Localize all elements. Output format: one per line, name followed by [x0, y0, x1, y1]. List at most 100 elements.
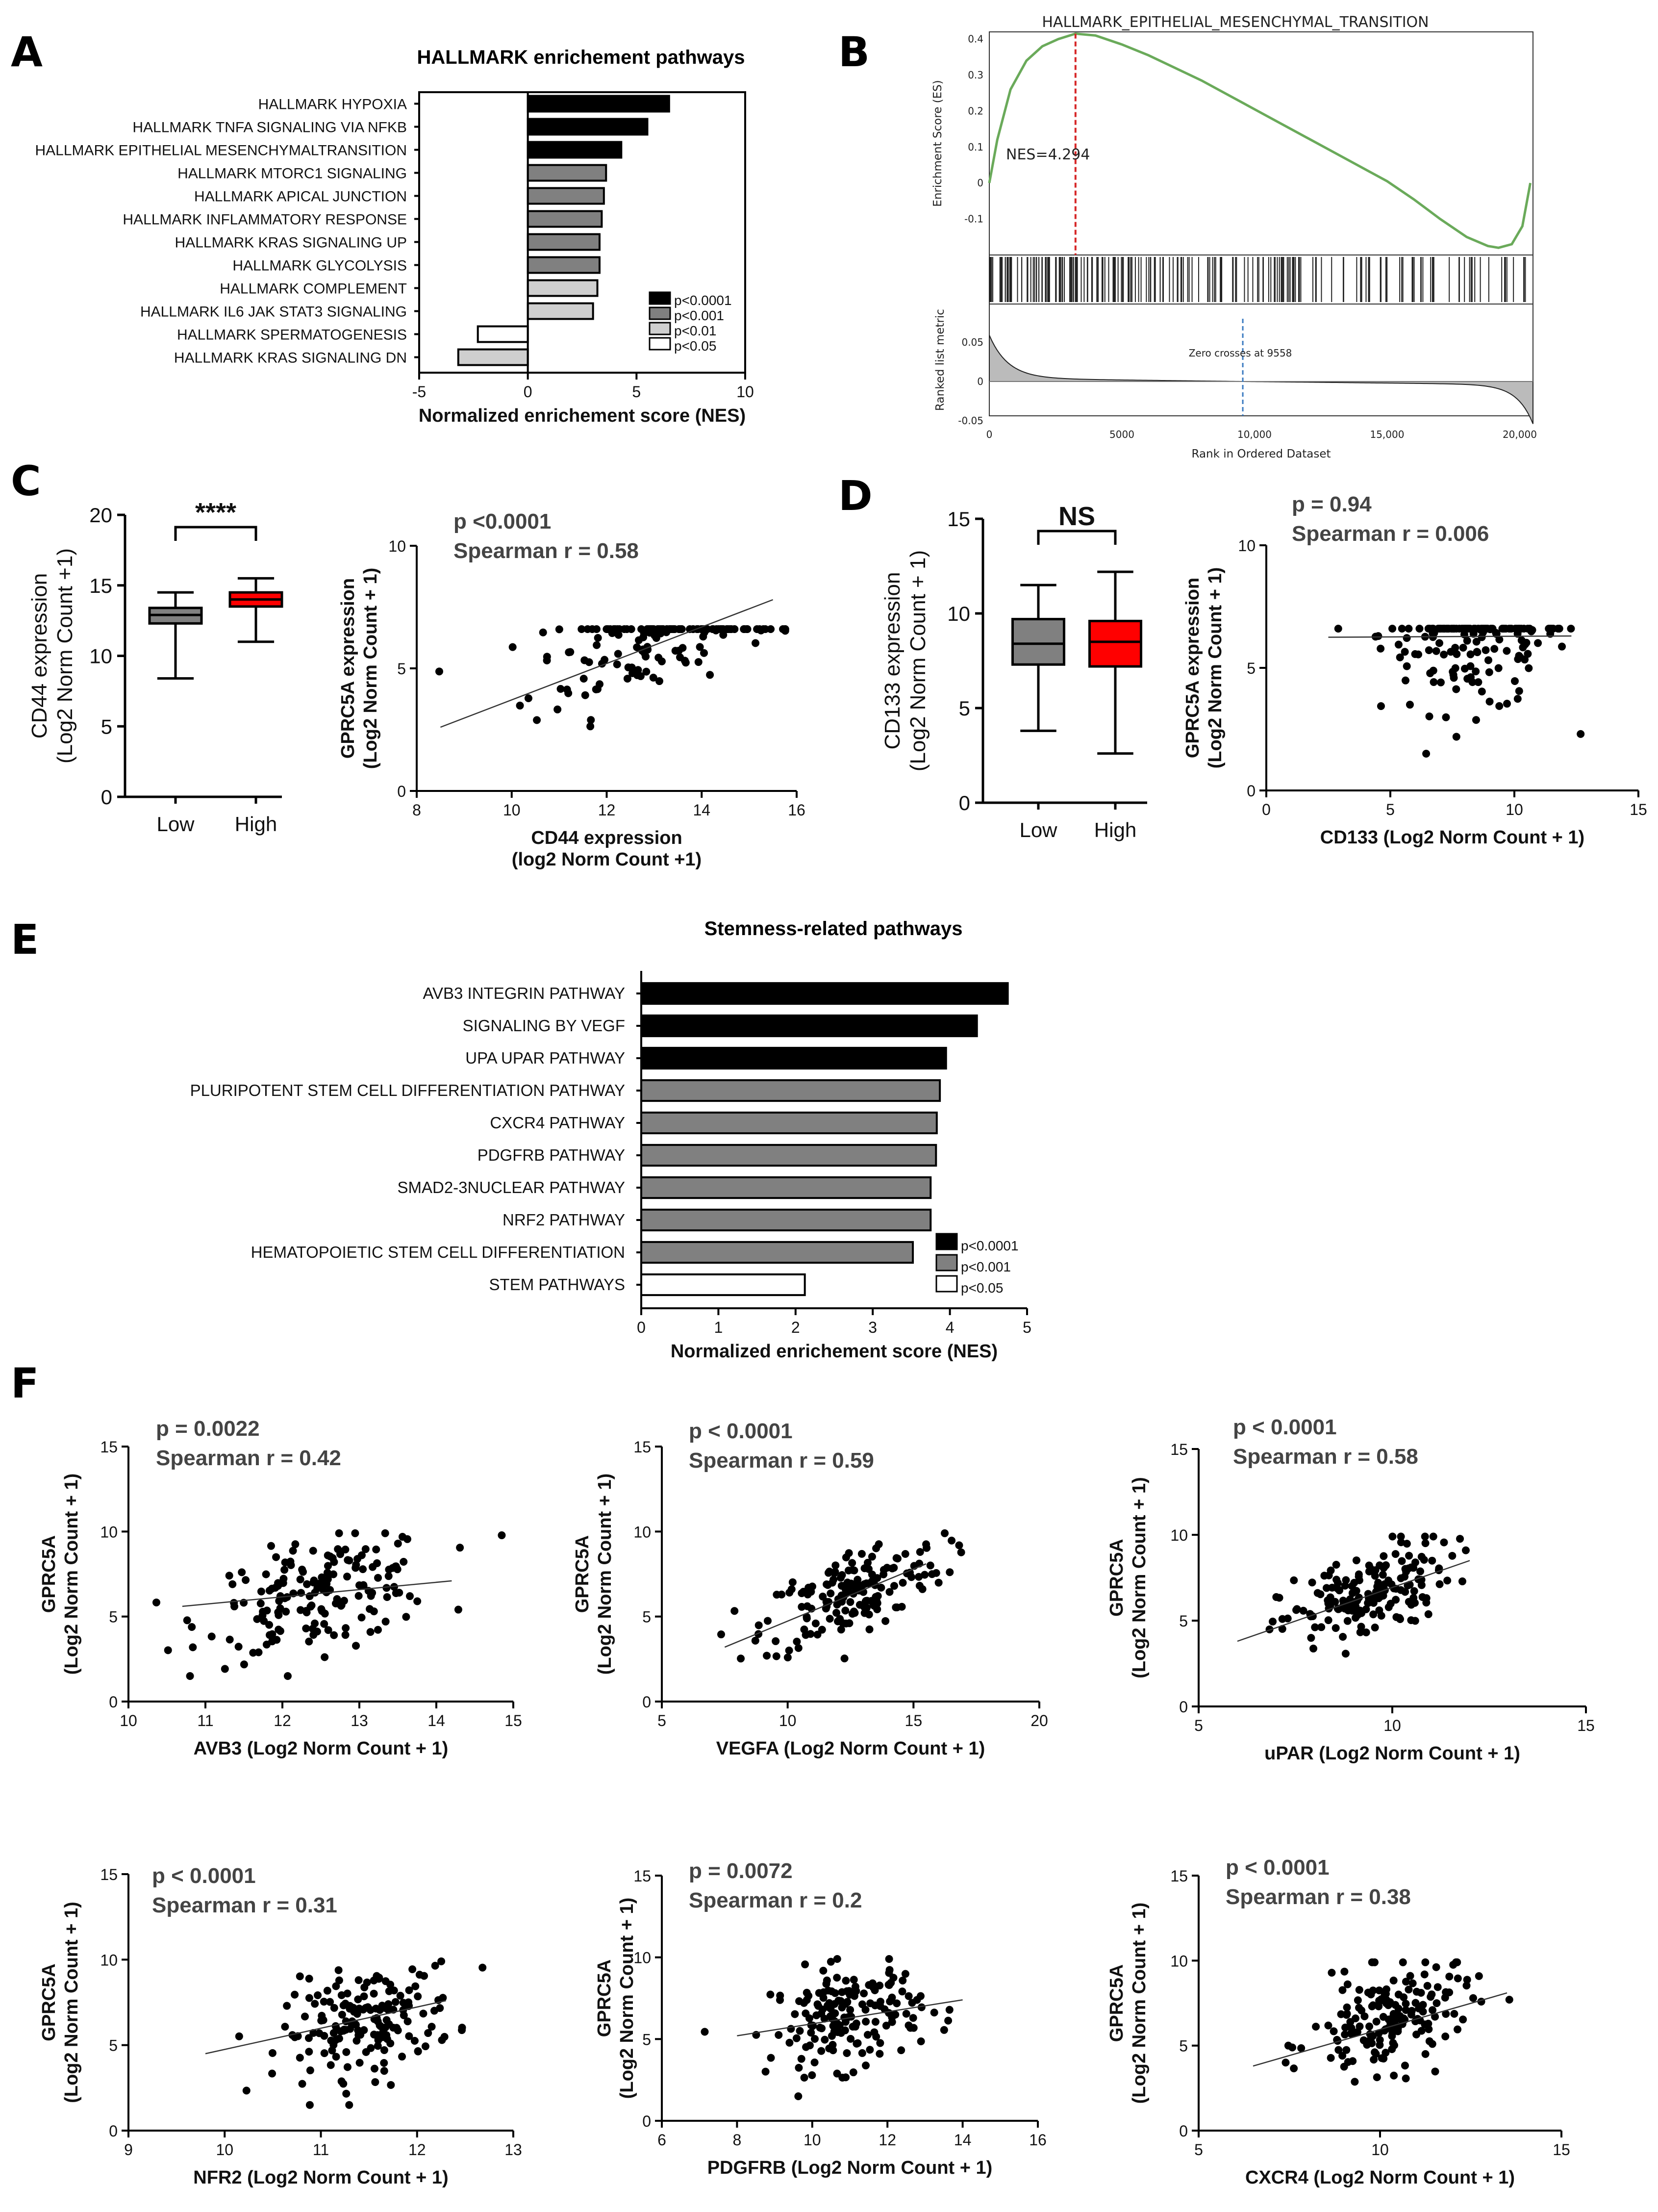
f-plot-5-data-point: [876, 1982, 884, 1990]
f-plot-6-data-point: [1449, 1960, 1457, 1969]
hallmark-category-label: HALLMARK COMPLEMENT: [220, 281, 407, 297]
f-plot-6-data-point: [1401, 2061, 1409, 2070]
cd133-data-point: [1485, 668, 1493, 676]
f-plot-3-data-point: [1356, 1606, 1364, 1615]
f-plot-2-data-point: [857, 1550, 866, 1558]
f-plot-1-data-point: [302, 1624, 310, 1632]
f-plot-3-data-point: [1386, 1600, 1395, 1608]
f-plot-5-xtick-label: 16: [1029, 2131, 1047, 2149]
cd133-data-point: [1422, 750, 1431, 758]
f-plot-4-data-point: [360, 1992, 368, 2001]
f-plot-3-data-point: [1339, 1597, 1347, 1605]
f-plot-2-data-point: [730, 1607, 739, 1615]
cd44-data-point: [435, 667, 443, 676]
f-plot-1-data-point: [276, 1627, 284, 1635]
gsea-xtick-label: 5000: [1109, 429, 1134, 440]
f-plot-4-xtick-label: 12: [408, 2141, 426, 2159]
cd133-data-point: [1515, 687, 1523, 695]
panel-letter-e: E: [11, 915, 39, 964]
f-plot-5-data-point: [766, 1990, 775, 1999]
f-plot-6-xtick-label: 15: [1553, 2141, 1570, 2159]
cd133-data-point: [1464, 625, 1472, 633]
cd44-data-point: [669, 625, 677, 633]
f-plot-3-data-point: [1352, 1587, 1360, 1595]
cd133-xtick-label: 5: [1386, 801, 1395, 818]
gsea-ytick-label: 0: [977, 177, 983, 189]
hallmark-category-label: HALLMARK GLYCOLYSIS: [232, 258, 407, 274]
f-plot-3-data-point: [1365, 1561, 1373, 1570]
f-plot-6-data-point: [1402, 2006, 1410, 2014]
f-plot-1-data-point: [242, 1576, 250, 1584]
f-plot-5-data-point: [885, 1955, 893, 1963]
cd133-data-point: [1495, 702, 1504, 710]
f-plot-3-data-point: [1397, 1574, 1405, 1582]
f-plot-4-data-point: [414, 1992, 422, 2001]
nes-label: NES=4.294: [1006, 146, 1090, 163]
f-plot-5-data-point: [842, 1977, 850, 1985]
cd44-data-point: [566, 648, 575, 656]
f-plot-4-data-point: [387, 2081, 395, 2089]
cd133-ylabel-line2: (Log2 Norm Count + 1): [906, 550, 930, 771]
f-plot-5-data-point: [908, 1999, 916, 2007]
f-plot-1-data-point: [342, 1624, 350, 1632]
cd133-data-point: [1470, 625, 1478, 633]
cd133-data-point: [1450, 625, 1458, 633]
f-plot-1-data-point: [302, 1607, 310, 1615]
f-plot-4-data-point: [315, 2029, 324, 2037]
cd44-data-point: [587, 716, 595, 724]
f-plot-4-data-point: [382, 2016, 391, 2024]
f-plot-5-data-point: [866, 1999, 875, 2008]
f-plot-4-data-point: [384, 2006, 393, 2014]
f-plot-3-spearman-r: Spearman r = 0.58: [1233, 1445, 1418, 1469]
f-plot-5-xtick-label: 6: [657, 2131, 666, 2149]
f-plot-6-data-point: [1369, 2001, 1377, 2009]
f-plot-1-data-point: [343, 1573, 352, 1581]
f-plot-3-data-point: [1405, 1551, 1413, 1560]
f-plot-2-data-point: [922, 1540, 930, 1549]
f-plot-6-data-point: [1454, 2025, 1462, 2034]
f-plot-5-ytick-label: 15: [633, 1867, 651, 1885]
f-plot-5-data-point: [814, 2002, 823, 2010]
f-plot-5-data-point: [885, 1981, 893, 1989]
f-plot-4-data-point: [411, 1982, 420, 1990]
f-plot-6-data-point: [1369, 2032, 1377, 2040]
f-plot-4-data-point: [342, 2048, 351, 2056]
f-plot-4-data-point: [354, 1995, 362, 2004]
f-plot-1-data-point: [283, 1672, 292, 1680]
f-plot-4-data-point: [323, 1986, 331, 1995]
f-plot-1-data-point: [367, 1592, 375, 1600]
f-plot-4-data-point: [327, 2061, 335, 2069]
f-plot-2-data-point: [862, 1603, 871, 1612]
f-plot-1-data-point: [403, 1535, 411, 1543]
cd133-p-value: p = 0.94: [1292, 492, 1372, 516]
cd133-data-point: [1482, 646, 1490, 654]
f-plot-1-data-point: [260, 1617, 268, 1625]
f-plot-1-data-point: [296, 1575, 304, 1583]
cd44-data-point: [694, 658, 703, 666]
hallmark-bar: [457, 348, 529, 366]
f-plot-5-data-point: [854, 2039, 862, 2047]
f-plot-3-data-point: [1278, 1615, 1286, 1623]
f-plot-3-data-point: [1422, 1594, 1431, 1602]
f-plot-5-data-point: [841, 2000, 850, 2008]
f-plot-6-ytick-label: 5: [1179, 2037, 1188, 2055]
cd133-x-axis-label: CD133 (Log2 Norm Count + 1): [1320, 827, 1584, 848]
cd133-data-point: [1466, 650, 1475, 659]
f-plot-1-data-point: [395, 1588, 403, 1597]
f-plot-2-data-point: [840, 1654, 849, 1663]
f-plot-4-data-point: [296, 2054, 304, 2062]
f-plot-6-data-point: [1369, 1986, 1377, 1995]
f-plot-5-y-axis-label-2: (Log2 Norm Count + 1): [617, 1898, 637, 2099]
f-plot-3-regression-line: [1237, 1560, 1470, 1642]
f-plot-1-data-point: [366, 1628, 375, 1636]
f-plot-2-xtick-label: 20: [1030, 1712, 1048, 1729]
hallmark-category-label: HALLMARK HYPOXIA: [258, 97, 407, 113]
cd133-data-point: [1466, 673, 1475, 681]
f-plot-2-data-point: [890, 1582, 898, 1590]
cd44-data-point: [581, 691, 589, 699]
f-plot-6-data-point: [1393, 2025, 1402, 2034]
f-plot-4-data-point: [404, 2000, 412, 2009]
f-plot-5-data-point: [850, 1992, 858, 2000]
f-plot-1-data-point: [498, 1531, 506, 1539]
f-plot-2-data-point: [845, 1549, 853, 1557]
